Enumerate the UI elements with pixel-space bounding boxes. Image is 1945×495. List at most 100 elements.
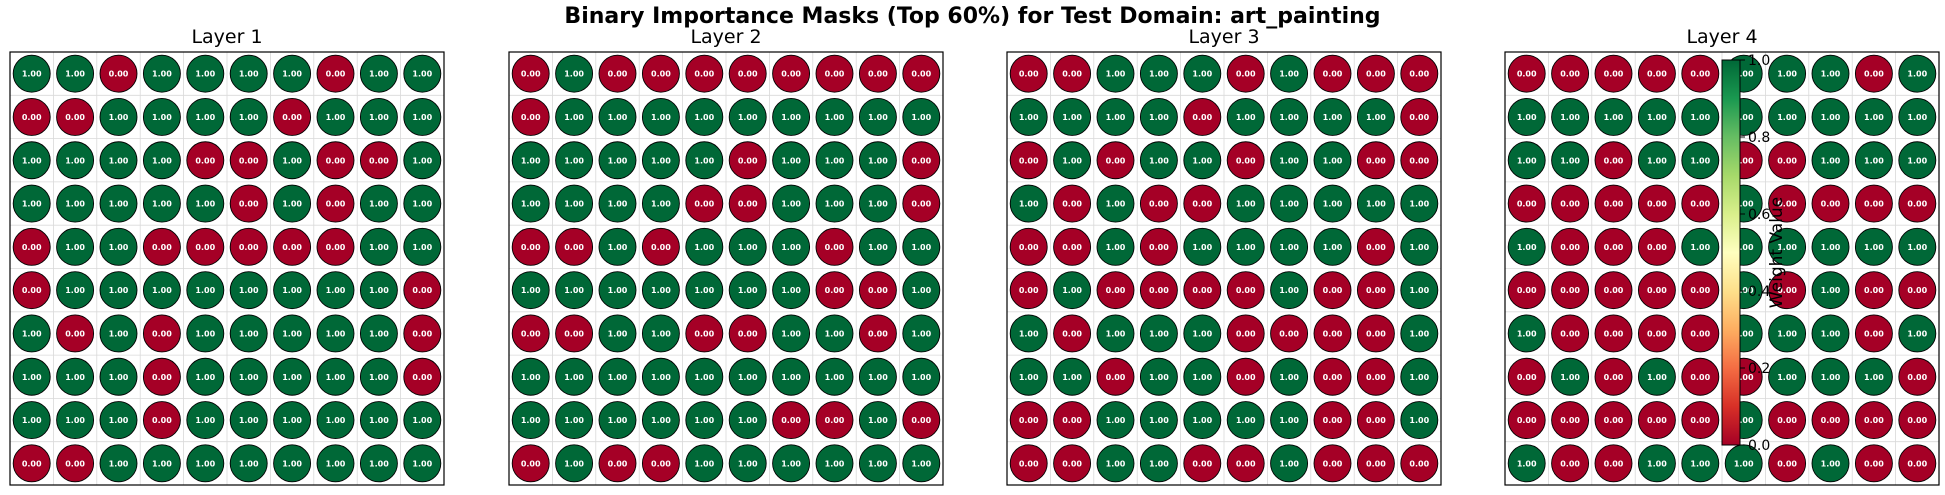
mask-cell — [1183, 227, 1222, 266]
mask-cell-label: 1.00 — [109, 156, 129, 165]
mask-cell — [1356, 227, 1395, 266]
mask-cell — [902, 444, 941, 483]
mask-cell-label: 0.00 — [239, 243, 259, 252]
mask-cell — [1270, 54, 1309, 93]
mask-cell — [229, 271, 268, 310]
mask-cell-label: 1.00 — [1279, 156, 1299, 165]
mask-cell — [1854, 184, 1893, 223]
mask-cell — [142, 357, 181, 396]
mask-cell-label: 0.00 — [1517, 200, 1537, 209]
mask-cell — [902, 227, 941, 266]
mask-cell — [273, 401, 312, 439]
mask-cell-label: 1.00 — [738, 243, 758, 252]
mask-cell-label: 1.00 — [1149, 70, 1169, 79]
mask-cell-label: 1.00 — [1907, 329, 1927, 338]
mask-cell — [772, 97, 811, 136]
mask-cell-label: 1.00 — [369, 70, 389, 79]
mask-cell-label: 0.00 — [694, 329, 714, 338]
mask-cell-label: 0.00 — [1409, 156, 1429, 165]
mask-cell — [142, 141, 181, 180]
mask-cell — [772, 444, 811, 483]
mask-cell-label: 1.00 — [738, 373, 758, 382]
mask-cell — [1139, 141, 1178, 180]
mask-cell — [229, 314, 268, 353]
mask-cell — [728, 97, 767, 136]
mask-cell-label: 1.00 — [326, 286, 346, 295]
mask-cell — [359, 184, 398, 223]
mask-cell — [1139, 54, 1178, 93]
mask-cell — [641, 97, 680, 136]
mask-cell — [685, 271, 724, 310]
mask-cell — [858, 314, 897, 353]
mask-cell — [1594, 227, 1633, 266]
mask-cell-label: 1.00 — [1907, 113, 1927, 122]
mask-cell — [1898, 54, 1937, 93]
mask-cell-label: 0.00 — [22, 243, 42, 252]
mask-cell-label: 1.00 — [109, 416, 129, 425]
mask-cell — [685, 314, 724, 353]
mask-cell-label: 0.00 — [911, 200, 931, 209]
mask-cell-label: 0.00 — [1777, 286, 1797, 295]
panel-title: Layer 4 — [1686, 26, 1757, 48]
mask-cell — [273, 271, 312, 310]
mask-cell — [598, 227, 637, 266]
mask-cell — [1594, 314, 1633, 353]
mask-cell — [1226, 357, 1265, 396]
mask-cell — [316, 54, 355, 93]
mask-cell — [685, 54, 724, 93]
mask-cell-label: 1.00 — [1821, 459, 1841, 468]
mask-cell-label: 1.00 — [1560, 156, 1580, 165]
mask-cell-label: 0.00 — [1019, 243, 1039, 252]
mask-cell — [598, 444, 637, 483]
mask-cell — [641, 444, 680, 483]
mask-cell-label: 1.00 — [195, 70, 215, 79]
panel-layer-2: Layer 2 0.00 1.00 0.00 0.00 0.00 0.00 0.00 0.00 0… — [508, 26, 944, 486]
mask-cell — [1053, 271, 1092, 310]
mask-cell-label: 1.00 — [65, 200, 85, 209]
mask-cell — [273, 141, 312, 180]
panel-frame — [508, 51, 944, 486]
mask-cell — [1183, 401, 1222, 439]
mask-cell — [1009, 227, 1048, 266]
mask-cell-label: 0.00 — [369, 156, 389, 165]
mask-cell-label: 0.00 — [1062, 200, 1082, 209]
mask-cell — [186, 227, 225, 266]
mask-cell-label: 0.00 — [1647, 416, 1667, 425]
mask-cell-label: 1.00 — [1106, 113, 1126, 122]
mask-cell-label: 1.00 — [1106, 243, 1126, 252]
mask-cell — [403, 184, 442, 223]
mask-cell-label: 1.00 — [412, 156, 432, 165]
mask-cell — [1768, 227, 1807, 266]
mask-cell-label: 0.00 — [521, 113, 541, 122]
mask-cell-label: 0.00 — [1149, 200, 1169, 209]
mask-cell — [555, 54, 594, 93]
mask-cell — [1768, 141, 1807, 180]
mask-cell — [99, 97, 138, 136]
mask-cell — [273, 54, 312, 93]
mask-cell — [1551, 227, 1590, 266]
mask-cell — [403, 357, 442, 396]
mask-cell-label: 1.00 — [412, 113, 432, 122]
mask-cell-label: 1.00 — [1864, 113, 1884, 122]
mask-cell — [1811, 444, 1850, 483]
mask-cell-label: 0.00 — [1647, 70, 1667, 79]
mask-cell — [1400, 314, 1439, 353]
mask-cell-label: 1.00 — [521, 286, 541, 295]
mask-cell-label: 1.00 — [1279, 373, 1299, 382]
mask-cell-label: 1.00 — [1517, 156, 1537, 165]
colorbar-tick-label: 0.6 — [1748, 207, 1770, 223]
mask-cell — [1854, 271, 1893, 310]
mask-cell-label: 0.00 — [1517, 373, 1537, 382]
mask-cell-label: 0.00 — [1647, 200, 1667, 209]
mask-cell — [1313, 54, 1352, 93]
mask-cell-label: 0.00 — [1366, 373, 1386, 382]
mask-cell-label: 0.00 — [1560, 200, 1580, 209]
mask-cell-label: 1.00 — [1062, 156, 1082, 165]
mask-cell — [511, 227, 550, 266]
mask-cell — [1594, 271, 1633, 310]
mask-cell-label: 0.00 — [651, 70, 671, 79]
mask-cell-label: 1.00 — [239, 329, 259, 338]
mask-cell-label: 1.00 — [282, 329, 302, 338]
mask-cell — [273, 184, 312, 223]
mask-cell-label: 1.00 — [651, 113, 671, 122]
